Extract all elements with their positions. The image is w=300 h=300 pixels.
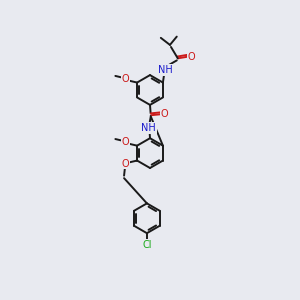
Text: O: O (122, 74, 130, 84)
Text: NH: NH (141, 123, 156, 133)
Text: O: O (188, 52, 195, 62)
Text: Cl: Cl (142, 240, 152, 250)
Text: O: O (122, 159, 130, 169)
Text: O: O (122, 137, 130, 147)
Text: O: O (161, 109, 168, 119)
Text: NH: NH (158, 65, 173, 75)
